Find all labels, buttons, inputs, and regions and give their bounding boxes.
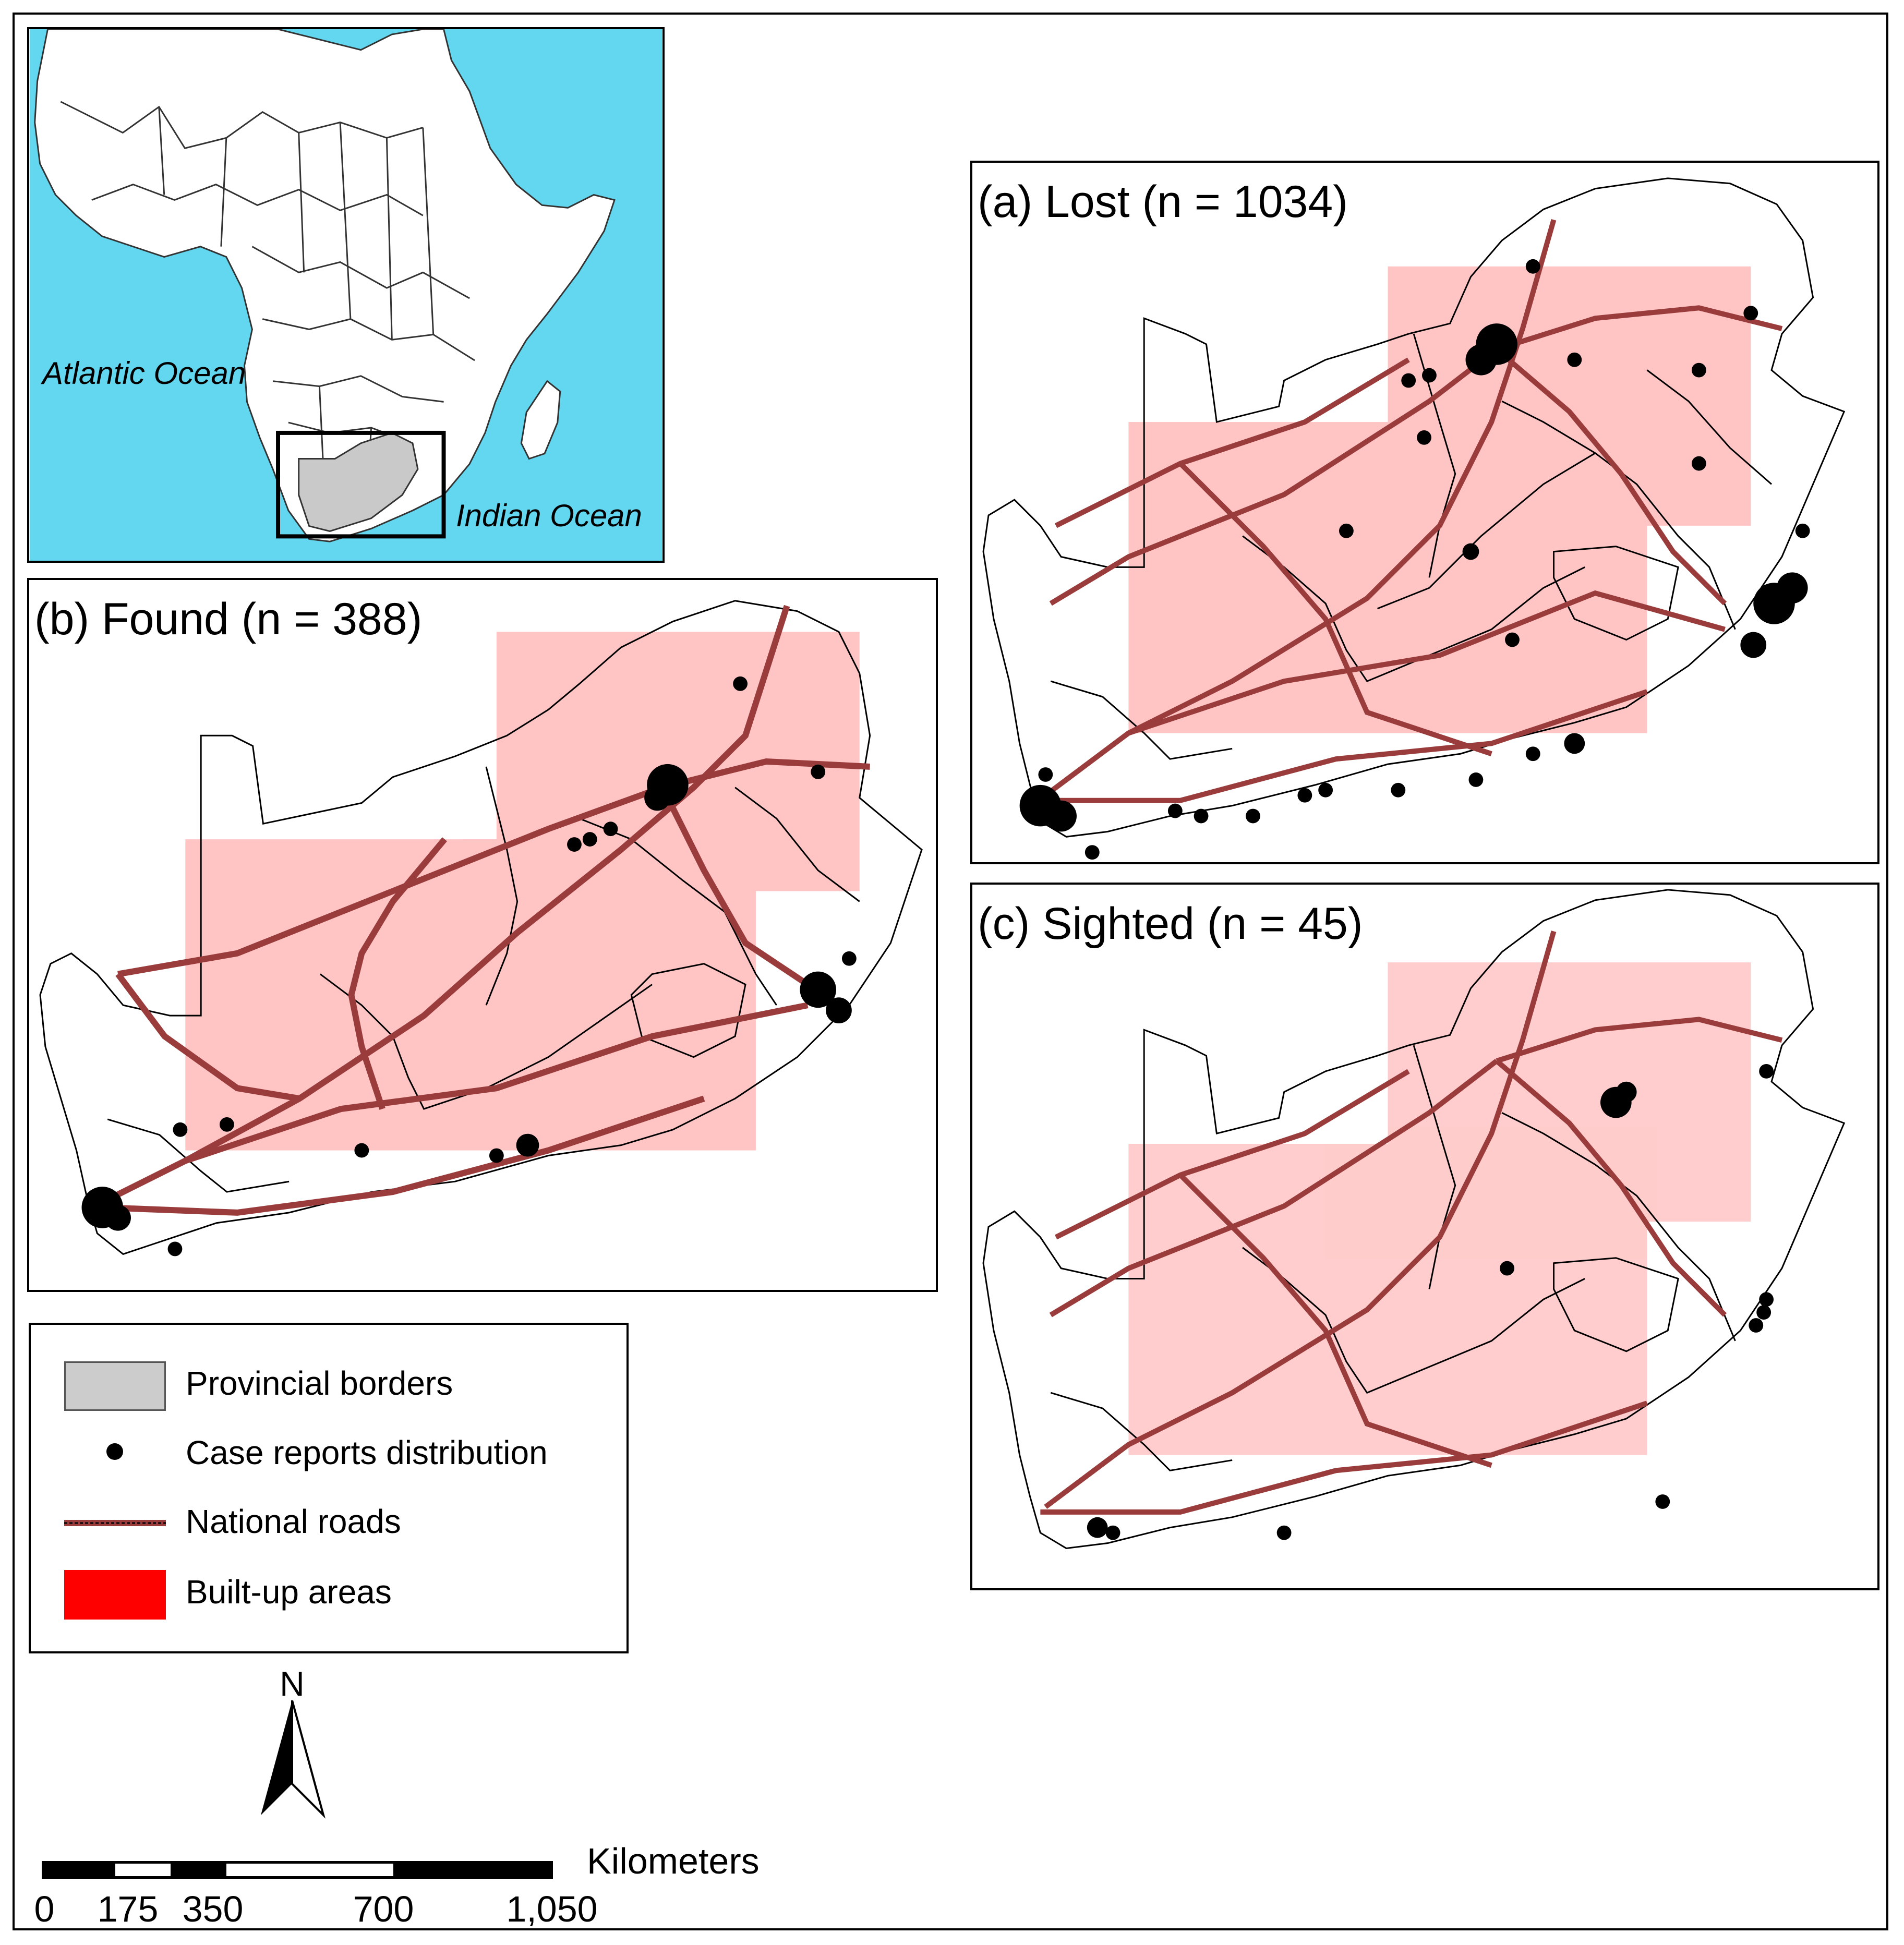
black-dot-icon	[64, 1431, 166, 1480]
south-africa-focus	[298, 432, 419, 532]
panel-found: (b) Found (n = 388)	[27, 578, 938, 1292]
north-arrow: N	[256, 1664, 329, 1819]
north-label: N	[280, 1664, 305, 1703]
national-roads	[1040, 931, 1783, 1515]
scale-tick-label: 175	[97, 1889, 159, 1929]
legend-item-national-roads: National roads	[31, 1492, 626, 1549]
legend-label: Provincial borders	[186, 1364, 453, 1402]
africa-inset-svg	[29, 29, 662, 561]
red-box-icon	[64, 1570, 166, 1620]
scale-tick-label: 0	[34, 1889, 55, 1929]
scale-segment	[226, 1864, 394, 1876]
north-arrow-icon	[261, 1700, 326, 1819]
builtup-areas	[185, 632, 860, 1151]
focus-box	[276, 430, 446, 539]
case-report-points	[1087, 1064, 1774, 1540]
madagascar	[520, 380, 561, 460]
legend-item-provincial-borders: Provincial borders	[31, 1354, 626, 1411]
lost-map-svg	[982, 177, 1846, 860]
scale-unit-label: Kilometers	[587, 1841, 760, 1881]
panel-title-found: (b) Found (n = 388)	[34, 594, 423, 644]
legend-label: Case reports distribution	[186, 1434, 548, 1471]
ocean-label-atlantic: Atlantic Ocean	[42, 356, 246, 391]
provincial-borders	[1050, 333, 1773, 760]
panel-title-sighted: (c) Sighted (n = 45)	[978, 899, 1363, 949]
legend-item-case-reports: Case reports distribution	[31, 1423, 626, 1480]
scale-segment	[393, 1864, 550, 1876]
legend-label: Built-up areas	[186, 1573, 392, 1611]
inset-map-africa: Atlantic Ocean Indian Ocean	[27, 27, 665, 563]
scale-segment	[44, 1864, 115, 1876]
south-africa-outline	[982, 177, 1846, 838]
scale-tick-label: 350	[182, 1889, 244, 1929]
map-frame	[13, 13, 1888, 1930]
found-map-svg	[39, 600, 923, 1257]
national-roads	[1040, 219, 1783, 803]
scale-segment	[171, 1864, 227, 1876]
builtup-areas	[1128, 266, 1751, 733]
panel-title-lost: (a) Lost (n = 1034)	[978, 177, 1348, 227]
africa-landmass	[34, 29, 616, 542]
panel-lost: (a) Lost (n = 1034)	[970, 161, 1879, 864]
scale-segment	[115, 1864, 171, 1876]
provincial-borders	[107, 766, 860, 1193]
south-africa-outline	[982, 889, 1846, 1549]
panel-sighted: (c) Sighted (n = 45)	[970, 883, 1879, 1590]
case-report-points	[81, 676, 857, 1257]
ocean-label-indian: Indian Ocean	[456, 498, 642, 533]
legend-label: National roads	[186, 1503, 401, 1540]
scale-bar	[42, 1861, 553, 1879]
scale-tick-label: 700	[353, 1889, 414, 1929]
provincial-borders	[1050, 1045, 1736, 1471]
map-legend: Provincial borders Case reports distribu…	[29, 1323, 629, 1653]
legend-item-built-up-areas: Built-up areas	[31, 1562, 626, 1620]
scale-tick-label: 1,050	[506, 1889, 598, 1929]
south-africa-outline	[39, 600, 923, 1255]
builtup-areas	[1128, 962, 1751, 1455]
road-line-icon	[64, 1500, 166, 1549]
grey-box-icon	[64, 1361, 166, 1411]
national-roads	[101, 605, 870, 1216]
sighted-map-svg	[982, 889, 1846, 1549]
case-report-points	[1019, 259, 1810, 860]
